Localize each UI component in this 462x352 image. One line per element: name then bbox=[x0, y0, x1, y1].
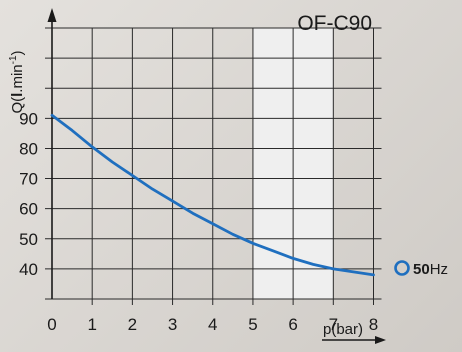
y-tick-label: 90 bbox=[19, 109, 38, 128]
x-tick-label: 5 bbox=[248, 315, 257, 334]
x-tick-label: 8 bbox=[369, 315, 378, 334]
y-axis-label-main: Q( bbox=[9, 97, 26, 114]
legend-label-rest: Hz bbox=[430, 261, 448, 278]
y-axis-label-sup: -1 bbox=[8, 55, 19, 64]
y-tick-label: 40 bbox=[19, 260, 38, 279]
x-tick-label: 4 bbox=[208, 315, 217, 334]
x-axis-arrow bbox=[375, 336, 386, 344]
legend: 50Hz bbox=[394, 260, 448, 278]
y-tick-label: 50 bbox=[19, 230, 38, 249]
y-axis-label-rest: .min bbox=[9, 64, 26, 92]
x-tick-label: 2 bbox=[128, 315, 137, 334]
x-tick-label: 6 bbox=[288, 315, 297, 334]
y-tick-label: 70 bbox=[19, 170, 38, 189]
x-axis-label: p(bar) bbox=[323, 321, 363, 338]
legend-marker-50hz bbox=[394, 260, 410, 276]
x-tick-label: 0 bbox=[47, 315, 56, 334]
y-axis-label-bold: l bbox=[9, 93, 26, 97]
y-axis-label: Q(l.min-1) bbox=[8, 50, 26, 113]
y-tick-label: 80 bbox=[19, 139, 38, 158]
x-tick-label: 7 bbox=[329, 315, 338, 334]
y-axis-arrow bbox=[47, 8, 57, 22]
legend-label-bold: 50 bbox=[413, 261, 430, 278]
y-axis-label-close: ) bbox=[9, 50, 26, 55]
x-tick-label: 1 bbox=[87, 315, 96, 334]
x-tick-label: 3 bbox=[168, 315, 177, 334]
y-tick-label: 60 bbox=[19, 200, 38, 219]
series-line-50hz bbox=[50, 113, 375, 277]
chart-title: OF-C90 bbox=[297, 12, 372, 35]
legend-label-50hz: 50Hz bbox=[413, 261, 448, 278]
